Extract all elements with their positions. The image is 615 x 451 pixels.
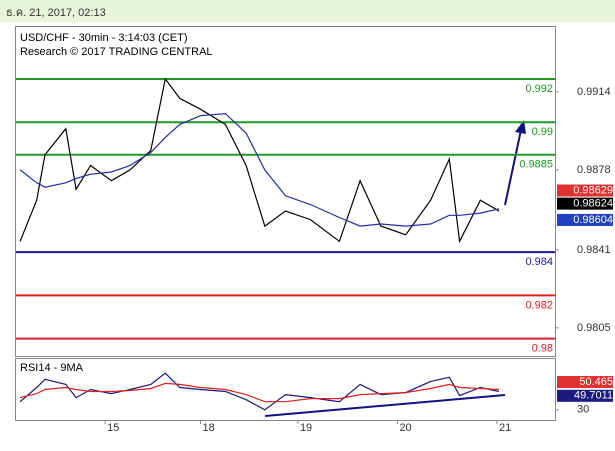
header-bar (0, 0, 615, 22)
value-tag (557, 389, 613, 402)
y-tick-label: 0.9805 (577, 322, 611, 334)
x-tick-label: 18 (203, 422, 215, 434)
y-tick-label: 0.9878 (577, 164, 611, 176)
value-tag-label: 0.98624 (573, 198, 613, 210)
y-tick-label: 0.9914 (577, 86, 611, 98)
rsi-panel (15, 358, 556, 421)
level-label: 0.984 (525, 256, 553, 268)
value-tag (557, 213, 613, 226)
level-label: 0.99 (532, 126, 553, 138)
value-tag (557, 184, 613, 197)
value-tag-label: 0.98629 (573, 184, 613, 196)
level-label: 0.992 (525, 83, 553, 95)
series-line (19, 112, 500, 227)
price-panel (15, 26, 556, 357)
series-line (19, 77, 500, 244)
projection-arrow (504, 129, 522, 206)
chart-title: USD/CHF - 30min - 3:14:03 (CET) (20, 32, 187, 44)
x-tick-label: 20 (399, 422, 411, 434)
level-label: 0.98 (532, 343, 553, 355)
level-label: 0.9885 (519, 159, 553, 171)
value-tag-label: 0.98604 (573, 214, 613, 226)
value-tag (557, 376, 613, 389)
timestamp: ธ.ค. 21, 2017, 02:13 (6, 7, 106, 19)
arrow-head (515, 120, 526, 134)
level-label: 0.982 (525, 299, 553, 311)
x-tick-label: 19 (300, 422, 312, 434)
y-tick-label: 0.9841 (577, 244, 611, 256)
chart-subtitle: Research © 2017 TRADING CENTRAL (20, 46, 213, 58)
rsi-title: RSI14 - 9MA (20, 362, 84, 374)
value-tag-label: 50.465 (579, 376, 613, 388)
x-tick-label: 15 (107, 422, 119, 434)
value-tag-label: 49.7011 (574, 390, 613, 402)
y-tick-label: 30 (577, 404, 589, 416)
series-line (19, 372, 500, 411)
value-tag (557, 197, 613, 210)
series-line (19, 382, 500, 403)
rsi-trendline (264, 394, 506, 417)
x-tick-label: 21 (499, 422, 511, 434)
